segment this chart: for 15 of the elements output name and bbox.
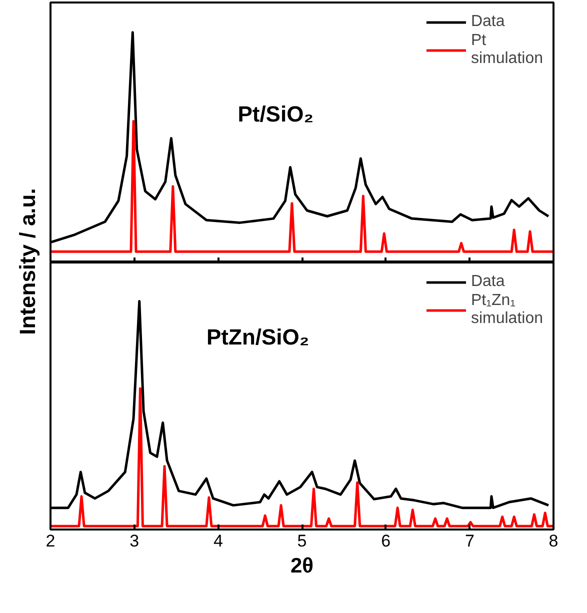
x-axis-title: 2θ: [290, 554, 314, 578]
annotation: Pt/SiO₂: [238, 101, 314, 126]
x-tick-label: 7: [464, 532, 474, 550]
annotation: PtZn/SiO₂: [206, 324, 310, 350]
legend-label: Data: [470, 13, 505, 31]
legend-label: Data: [470, 273, 505, 291]
legend-label: Pt₁Zn₁ simulation: [470, 292, 543, 328]
x-tick-label: 6: [381, 532, 391, 550]
x-tick-label: 4: [213, 532, 223, 550]
y-axis-title: Intensity / a.u.: [15, 188, 40, 335]
x-tick-label: 5: [297, 532, 307, 550]
x-tick-label: 8: [548, 532, 558, 550]
x-tick-label: 3: [130, 532, 140, 550]
legend-label: Pt simulation: [470, 32, 543, 68]
x-tick-label: 2: [46, 532, 56, 550]
